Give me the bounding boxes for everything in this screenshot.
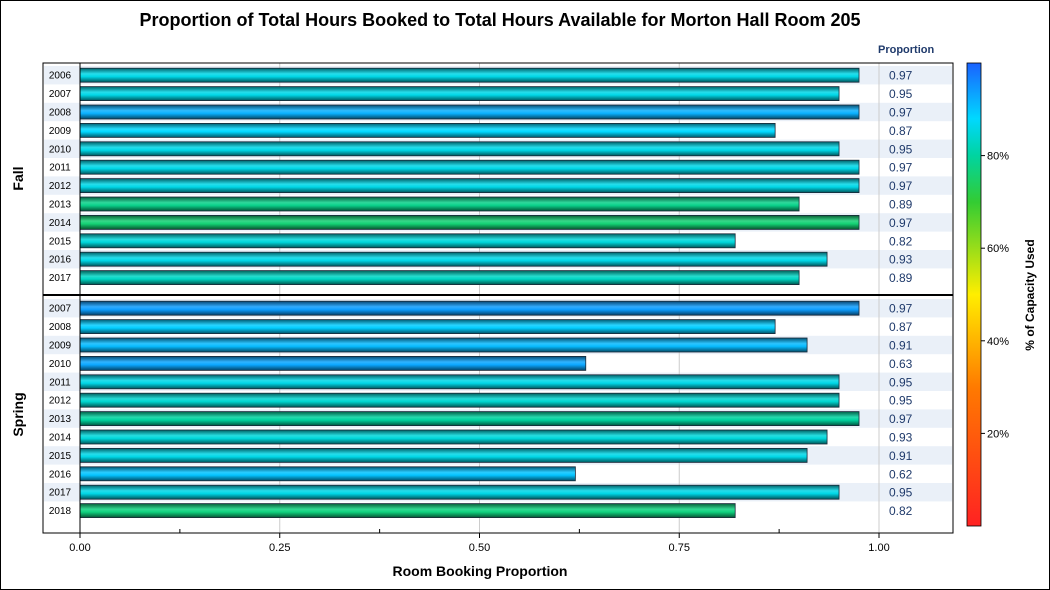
colorbar-tick-label: 40% [987, 336, 1009, 348]
category-label: 2009 [49, 126, 72, 137]
bar [79, 337, 808, 353]
bar [79, 300, 860, 316]
value-label: 0.97 [889, 412, 913, 426]
bar [79, 233, 736, 249]
value-label: 0.89 [889, 198, 913, 212]
category-label: 2011 [49, 163, 71, 174]
value-label: 0.95 [889, 87, 913, 101]
category-label: 2010 [49, 144, 72, 155]
value-label: 0.62 [889, 467, 913, 481]
bar [79, 141, 840, 157]
bar [79, 104, 860, 120]
value-label: 0.93 [889, 253, 913, 267]
proportion-column-header: Proportion [878, 44, 935, 56]
x-tick-label: 1.00 [868, 542, 889, 554]
category-label: 2016 [49, 255, 72, 266]
value-label: 0.97 [889, 216, 913, 230]
category-label: 2017 [49, 488, 72, 499]
bar [79, 159, 860, 175]
x-tick-label: 0.25 [269, 542, 290, 554]
bar [79, 214, 860, 230]
category-label: 2014 [49, 218, 72, 229]
bar [79, 484, 840, 500]
category-label: 2014 [49, 433, 72, 444]
colorbar-tick-label: 60% [987, 243, 1009, 255]
bar [79, 86, 840, 101]
bar [79, 503, 736, 519]
panel-label: Fall [10, 166, 26, 190]
category-label: 2007 [49, 89, 72, 100]
bar [79, 392, 840, 408]
chart-title: Proportion of Total Hours Booked to Tota… [139, 10, 861, 30]
bar [79, 447, 808, 463]
x-tick-label: 0.00 [69, 542, 90, 554]
value-label: 0.82 [889, 504, 913, 518]
bar [79, 196, 800, 212]
x-tick-label: 0.75 [669, 542, 690, 554]
category-label: 2013 [49, 200, 72, 211]
panel-label: Spring [10, 392, 26, 436]
value-label: 0.95 [889, 142, 913, 156]
category-label: 2011 [49, 377, 71, 388]
bar [79, 178, 860, 194]
colorbar-gradient [966, 62, 982, 527]
value-label: 0.97 [889, 106, 913, 120]
colorbar-tick-label: 20% [987, 428, 1009, 440]
category-label: 2008 [49, 322, 72, 333]
bar [79, 123, 776, 138]
bar [79, 319, 776, 335]
value-label: 0.89 [889, 271, 913, 285]
value-label: 0.63 [889, 357, 913, 371]
category-label: 2018 [49, 506, 72, 517]
category-label: 2012 [49, 181, 72, 192]
value-label: 0.95 [889, 486, 913, 500]
bar [79, 251, 828, 267]
bar [79, 429, 828, 445]
value-label: 0.87 [889, 124, 913, 138]
value-label: 0.91 [889, 449, 913, 463]
category-label: 2016 [49, 469, 72, 480]
x-axis-label: Room Booking Proportion [392, 563, 568, 579]
value-label: 0.93 [889, 431, 913, 445]
category-label: 2015 [49, 236, 72, 247]
category-label: 2007 [49, 304, 72, 315]
value-label: 0.97 [889, 302, 913, 316]
colorbar: 20% 40% 60% 80% [966, 62, 1009, 527]
bar [79, 411, 860, 427]
bar [79, 355, 587, 371]
value-label: 0.91 [889, 339, 913, 353]
category-label: 2013 [49, 414, 72, 425]
plot-border [42, 62, 954, 534]
bar [79, 270, 800, 286]
category-label: 2012 [49, 396, 72, 407]
colorbar-tick-label: 80% [987, 151, 1009, 163]
value-label: 0.97 [889, 179, 913, 193]
bar [79, 374, 840, 390]
value-label: 0.95 [889, 375, 913, 389]
value-label: 0.82 [889, 234, 913, 248]
x-tick-label: 0.50 [469, 542, 490, 554]
category-label: 2009 [49, 341, 72, 352]
bar [79, 466, 576, 482]
category-label: 2008 [49, 108, 72, 119]
category-label: 2015 [49, 451, 72, 462]
value-label: 0.97 [889, 69, 913, 83]
value-label: 0.95 [889, 394, 913, 408]
plot-area: 2006 0.97 2007 0.95 2008 0.97 2009 0.87 2010 0.95… [10, 62, 954, 554]
value-label: 0.87 [889, 320, 913, 334]
category-label: 2006 [49, 71, 72, 82]
category-label: 2010 [49, 359, 72, 370]
bar [79, 67, 860, 83]
value-label: 0.97 [889, 161, 913, 175]
category-label: 2017 [49, 273, 72, 284]
